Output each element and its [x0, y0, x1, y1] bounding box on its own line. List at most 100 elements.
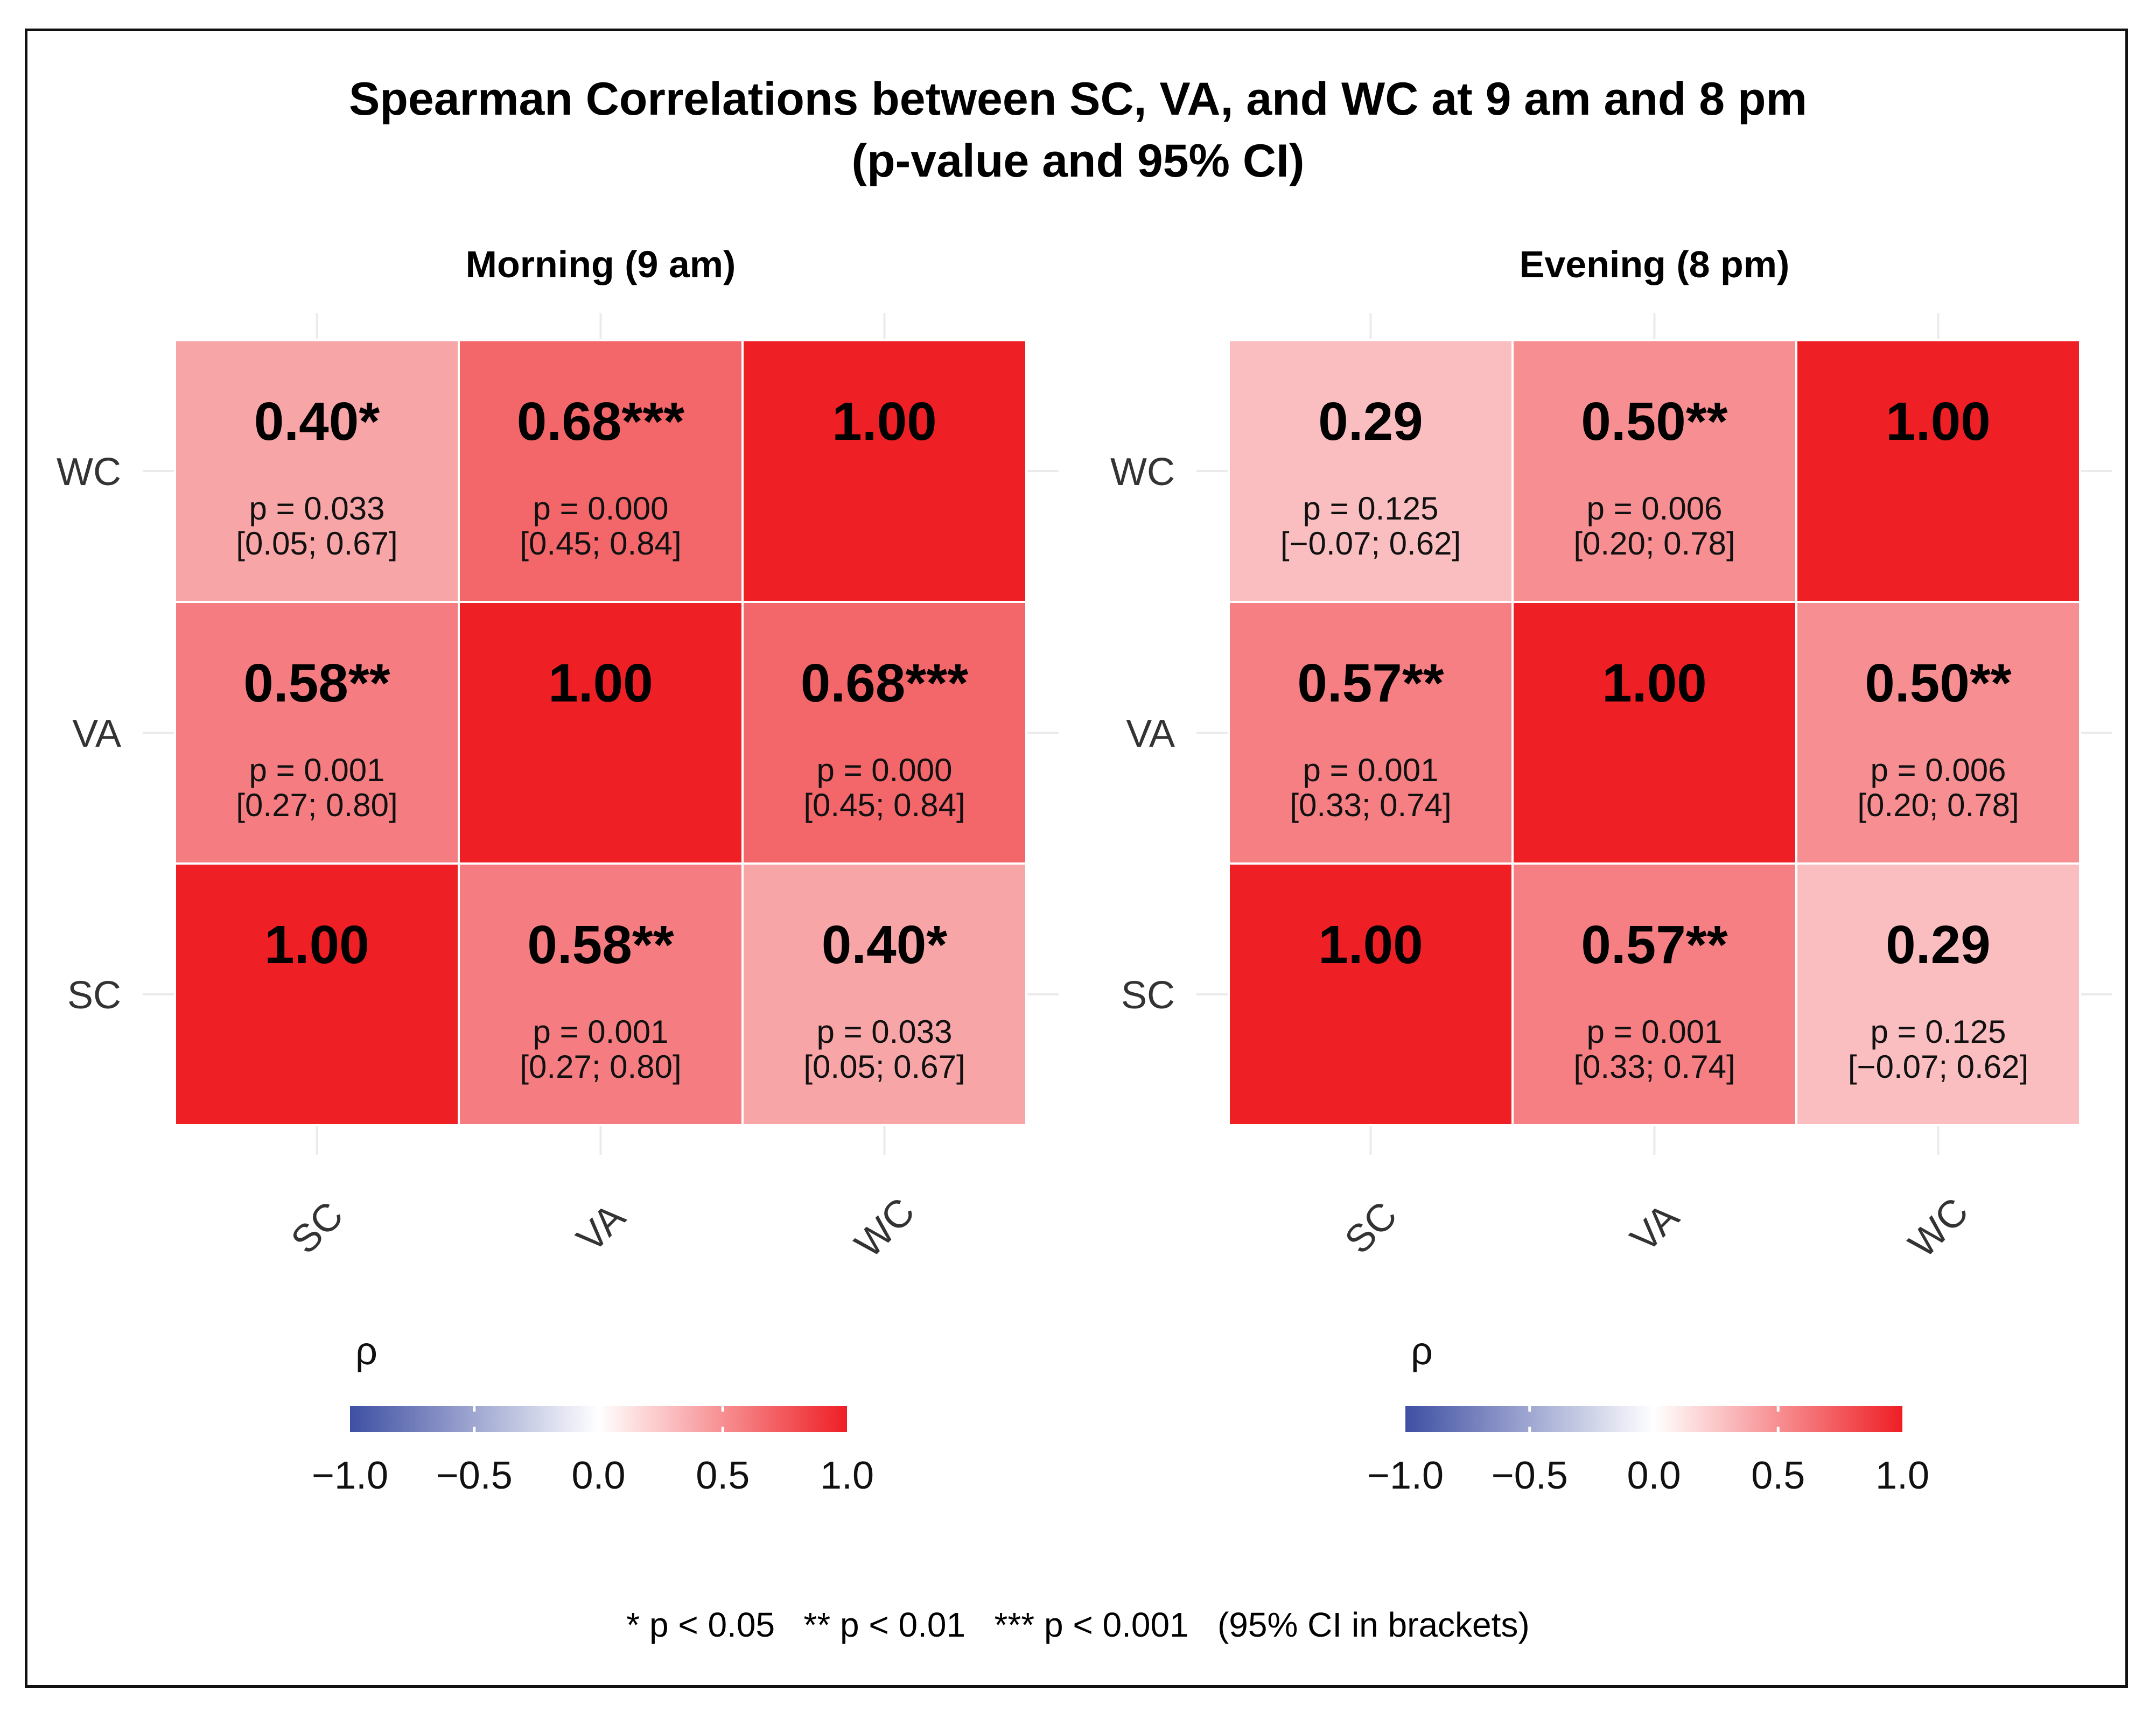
p-value-label: p = 0.001 — [1303, 752, 1439, 788]
correlation-label: 0.57** — [1581, 915, 1728, 975]
legend-tick-label: −1.0 — [1367, 1454, 1444, 1497]
y-tick-label: SC — [1121, 974, 1175, 1017]
correlation-label: 0.29 — [1886, 915, 1991, 975]
ci-label: [0.33; 0.74] — [1290, 787, 1451, 823]
heatmap-tile — [741, 862, 1027, 1126]
legend-tick-label: 0.0 — [1627, 1454, 1681, 1497]
p-value-label: p = 0.125 — [1871, 1014, 2006, 1050]
heatmap-cell: 0.29 p = 0.125[−0.07; 0.62] — [1795, 862, 2081, 1126]
x-tick-label: WC — [1901, 1190, 1977, 1266]
legend-tick-label: 1.0 — [1875, 1454, 1929, 1497]
heatmap-cell: 0.50** p = 0.006[0.20; 0.78] — [1795, 601, 2081, 865]
ci-label: [0.27; 0.80] — [520, 1049, 681, 1085]
heatmap-panels: Morning (9 am)0.40*p = 0.033[0.05; 0.67]… — [57, 243, 2112, 1497]
ci-label: [0.05; 0.67] — [236, 525, 397, 562]
ci-label: [0.20; 0.78] — [1573, 525, 1735, 562]
heatmap-cell: 0.57** p = 0.001[0.33; 0.74] — [1511, 862, 1797, 1126]
heatmap-cell: 1.00 — [1228, 862, 1514, 1126]
heatmap-tile — [1795, 339, 2081, 603]
colorbar-legend: ρ −1.0 −0.5 0.0 0.5 1.0 — [312, 1330, 874, 1497]
heatmap-tile — [458, 601, 744, 865]
y-tick-label: VA — [72, 712, 121, 755]
y-tick-label: WC — [1110, 451, 1175, 494]
heatmap-tile — [458, 339, 744, 603]
correlation-label: 0.29 — [1318, 391, 1423, 452]
legend-title: ρ — [1411, 1330, 1433, 1373]
heatmap-cell: 0.58** p = 0.001[0.27; 0.80] — [458, 862, 744, 1126]
correlation-label: 0.50** — [1865, 653, 2012, 713]
panel-title: Morning (9 am) — [466, 243, 736, 285]
ci-label: [−0.07; 0.62] — [1280, 525, 1461, 562]
heatmap-cell: 1.00 — [1511, 601, 1797, 865]
correlation-label: 0.58** — [527, 915, 674, 975]
p-value-label: p = 0.001 — [533, 1014, 669, 1050]
ci-label: [−0.07; 0.62] — [1848, 1049, 2028, 1085]
heatmap-tile — [1795, 601, 2081, 865]
y-tick-label: VA — [1126, 712, 1175, 755]
legend-tick-label: 0.5 — [696, 1454, 750, 1497]
heatmap-tile — [1511, 601, 1797, 865]
legend-tick-label: 1.0 — [820, 1454, 874, 1497]
heatmap-cell: 0.57** p = 0.001[0.33; 0.74] — [1228, 601, 1514, 865]
ci-label: [0.45; 0.84] — [803, 787, 965, 823]
ci-label: [0.05; 0.67] — [803, 1049, 965, 1085]
correlation-label: 0.50** — [1581, 391, 1728, 452]
chart-title: Spearman Correlations between SC, VA, an… — [349, 73, 1807, 125]
correlation-label: 1.00 — [1318, 915, 1423, 975]
heatmap-tile — [174, 601, 460, 865]
panel-title: Evening (8 pm) — [1520, 243, 1790, 285]
x-tick-label: VA — [1622, 1195, 1688, 1260]
heatmap-cell: 0.50** p = 0.006[0.20; 0.78] — [1511, 339, 1797, 603]
heatmap-cell: 1.00 — [174, 862, 460, 1126]
p-value-label: p = 0.001 — [1587, 1014, 1723, 1050]
x-tick-label: SC — [1337, 1194, 1405, 1262]
p-value-label: p = 0.000 — [817, 752, 953, 788]
heatmap-tile — [741, 601, 1027, 865]
y-tick-label: SC — [67, 974, 121, 1017]
heatmap-tile — [1511, 862, 1797, 1126]
heatmap-tile — [174, 339, 460, 603]
heatmap-cell: 1.00 — [741, 339, 1027, 603]
heatmap-tile — [741, 339, 1027, 603]
heatmap-tile — [1511, 339, 1797, 603]
heatmap-tile — [1228, 862, 1514, 1126]
panel-evening: Evening (8 pm)0.29p = 0.125[−0.07; 0.62]… — [1110, 243, 2112, 1497]
significance-footnote: * p < 0.05 ** p < 0.01 *** p < 0.001 (95… — [626, 1605, 1529, 1644]
heatmap-cell: 0.68*** p = 0.000[0.45; 0.84] — [741, 601, 1027, 865]
ci-label: [0.27; 0.80] — [236, 787, 397, 823]
p-value-label: p = 0.033 — [817, 1014, 953, 1050]
legend-tick-label: 0.5 — [1751, 1454, 1805, 1497]
correlation-label: 1.00 — [832, 391, 937, 452]
heatmap-tile — [1228, 339, 1514, 603]
heatmap-tile — [458, 862, 744, 1126]
p-value-label: p = 0.033 — [249, 490, 385, 527]
heatmap-tile — [174, 862, 460, 1126]
correlation-label: 0.57** — [1297, 653, 1444, 713]
correlation-label: 0.68*** — [801, 653, 968, 713]
heatmap-cell: 1.00 — [1795, 339, 2081, 603]
legend-tick-label: −0.5 — [436, 1454, 513, 1497]
correlation-label: 0.40* — [254, 391, 380, 452]
p-value-label: p = 0.001 — [249, 752, 385, 788]
x-tick-label: SC — [283, 1194, 352, 1262]
p-value-label: p = 0.000 — [533, 490, 669, 527]
p-value-label: p = 0.006 — [1587, 490, 1723, 527]
colorbar-legend: ρ −1.0 −0.5 0.0 0.5 1.0 — [1367, 1330, 1929, 1497]
heatmap-tile — [1228, 601, 1514, 865]
heatmap-cell: 1.00 — [458, 601, 744, 865]
heatmap-tile — [1795, 862, 2081, 1126]
heatmap-cell: 0.58** p = 0.001[0.27; 0.80] — [174, 601, 460, 865]
correlation-label: 0.68*** — [517, 391, 684, 452]
heatmap-cell: 0.40* p = 0.033[0.05; 0.67] — [174, 339, 460, 603]
ci-label: [0.20; 0.78] — [1857, 787, 2019, 823]
legend-title: ρ — [355, 1330, 377, 1373]
p-value-label: p = 0.125 — [1303, 490, 1439, 527]
ci-label: [0.33; 0.74] — [1573, 1049, 1735, 1085]
heatmap-cell: 0.40* p = 0.033[0.05; 0.67] — [741, 862, 1027, 1126]
panel-morning: Morning (9 am)0.40*p = 0.033[0.05; 0.67]… — [57, 243, 1059, 1497]
correlation-label: 1.00 — [1886, 391, 1991, 452]
heatmap-cell: 0.68*** p = 0.000[0.45; 0.84] — [458, 339, 744, 603]
p-value-label: p = 0.006 — [1871, 752, 2006, 788]
legend-tick-label: −0.5 — [1492, 1454, 1568, 1497]
